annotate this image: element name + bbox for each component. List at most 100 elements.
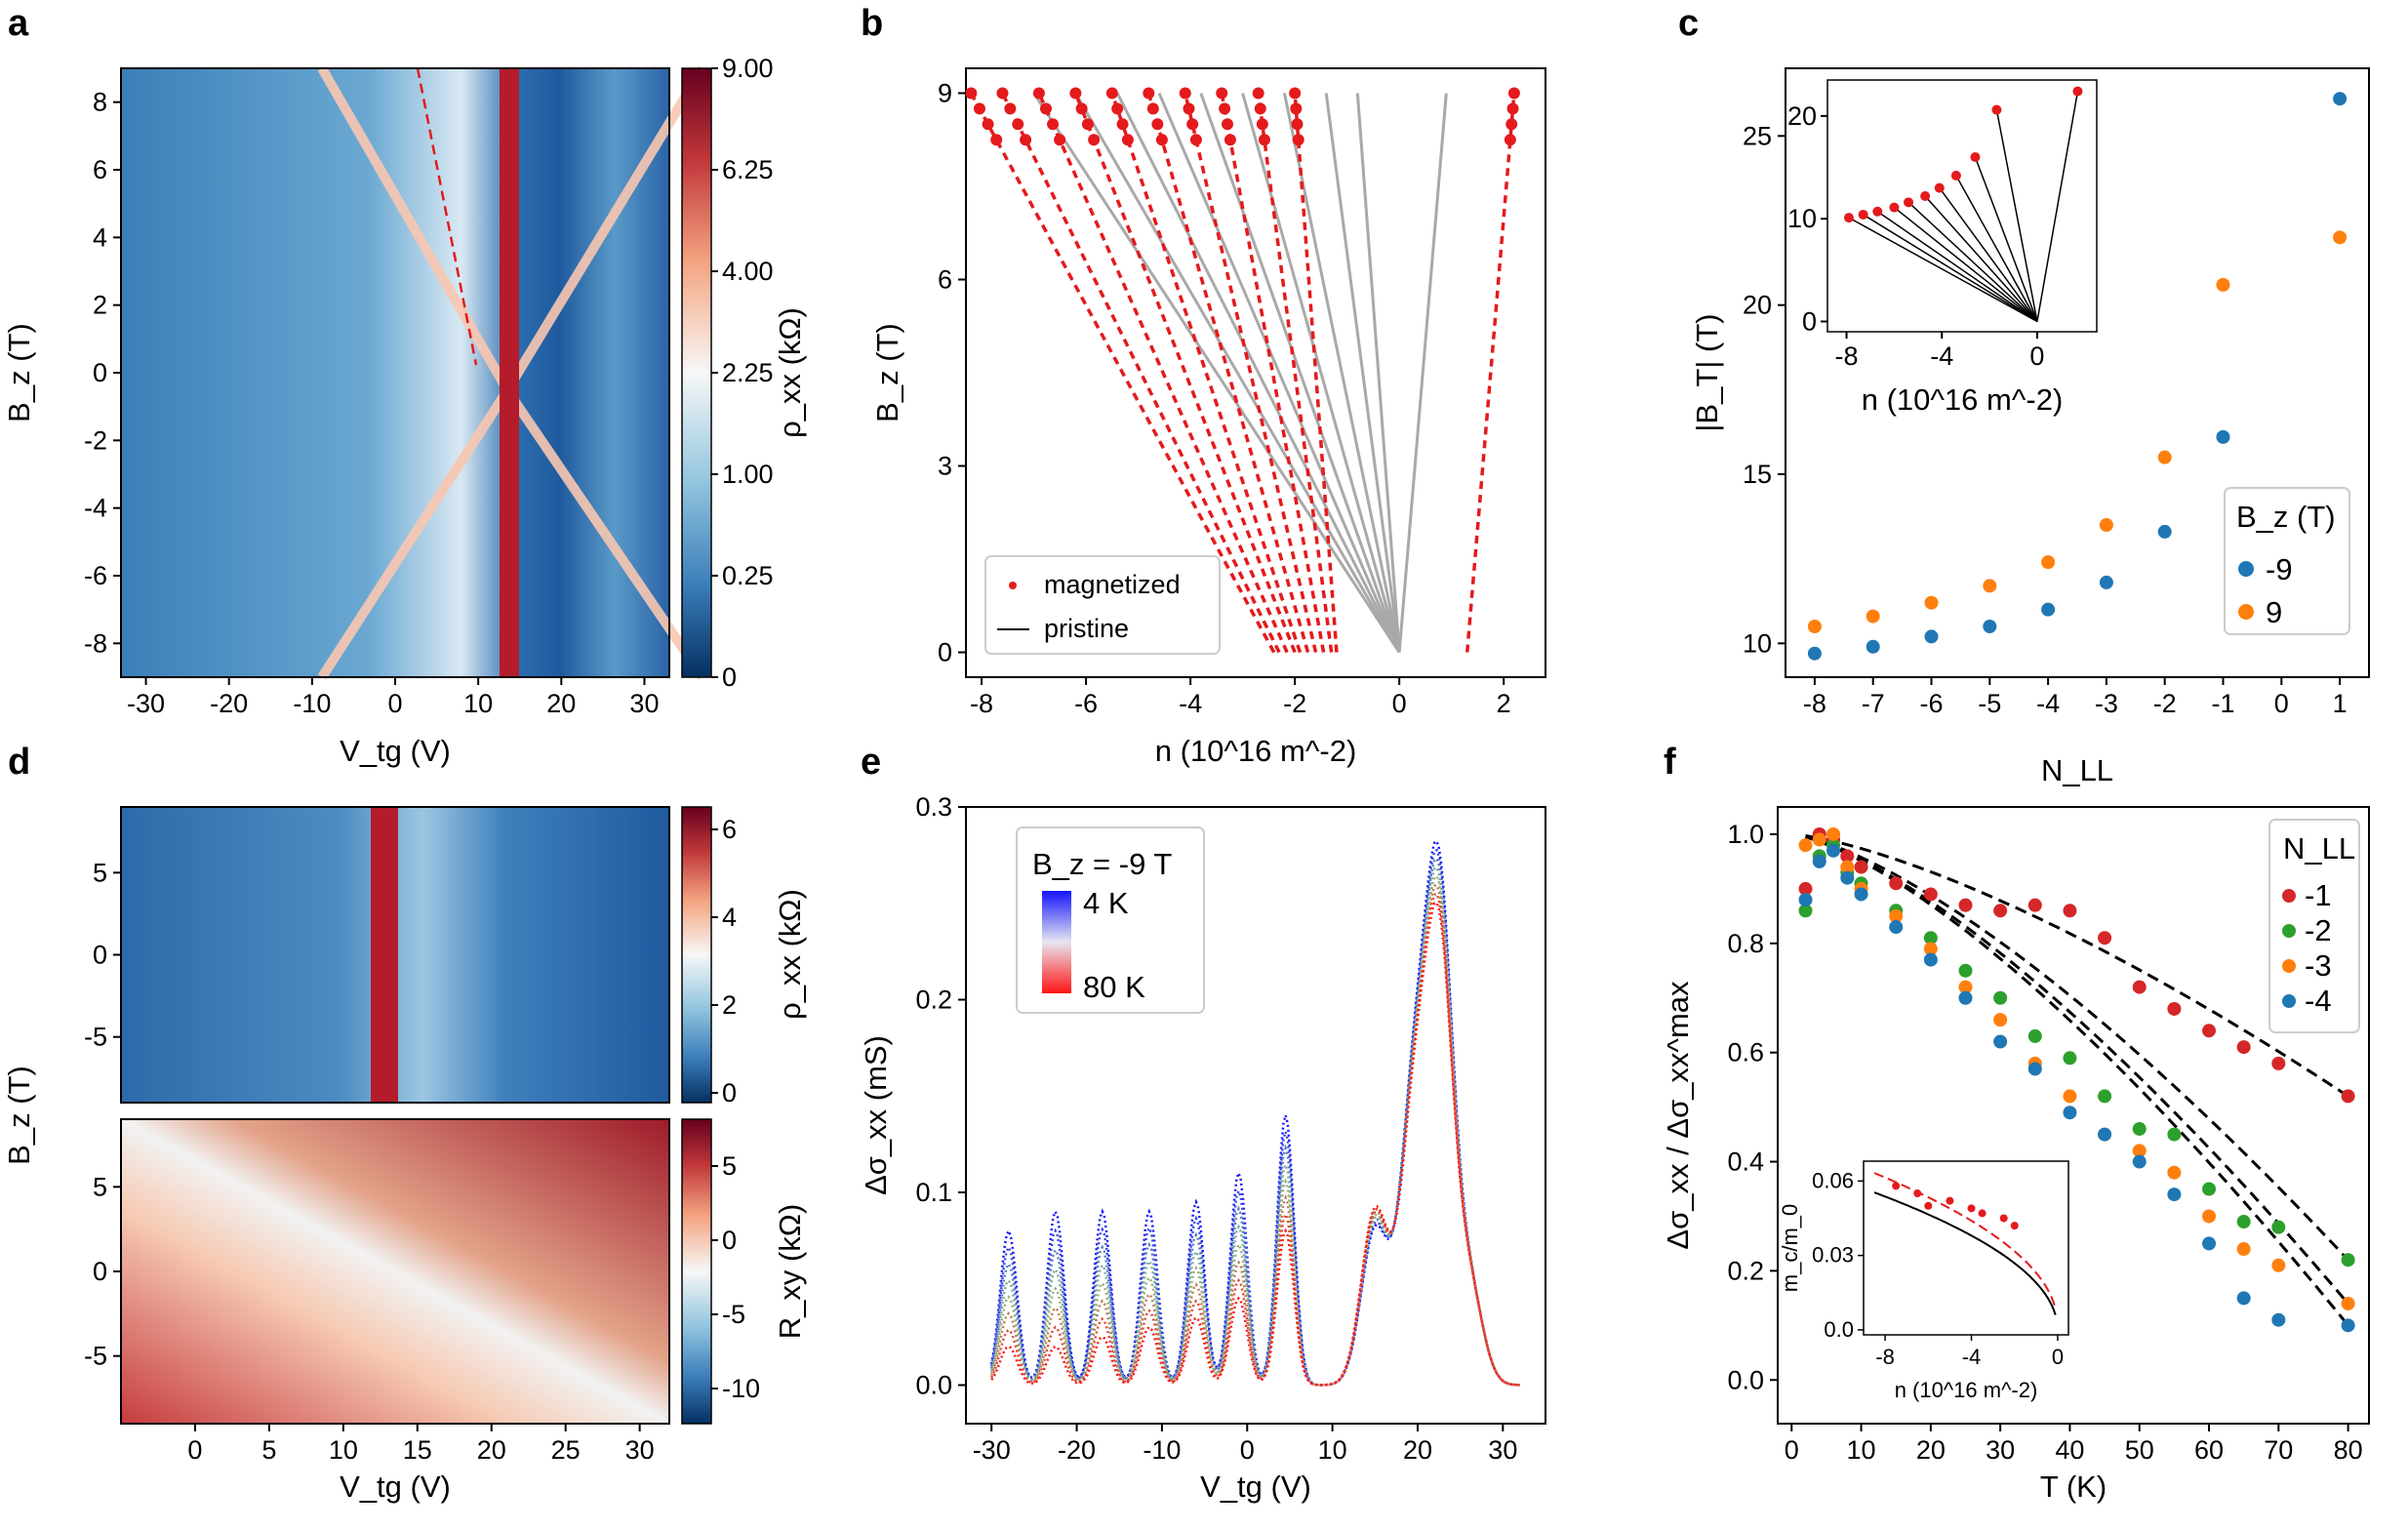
panel-c-points bbox=[1807, 92, 2348, 661]
inset-line bbox=[1848, 217, 2038, 323]
inset-point bbox=[1934, 182, 1945, 193]
pristine-line bbox=[1157, 92, 1401, 654]
legend-pristine-label: pristine bbox=[1044, 614, 1129, 643]
y-tick-label: 0.0 bbox=[915, 1371, 952, 1400]
inset-ticks: -8 -4 0 0 10 20 bbox=[1787, 101, 2045, 371]
data-point bbox=[1958, 963, 1973, 978]
magnetized-point bbox=[1143, 87, 1155, 100]
legend-title: B_z = -9 T bbox=[1032, 847, 1172, 881]
data-point bbox=[2167, 1188, 2182, 1202]
panel-f-xlabel: T (K) bbox=[2040, 1470, 2107, 1504]
inset-x-tick-label: 0 bbox=[2029, 342, 2044, 371]
y-tick-label: -5 bbox=[84, 1023, 107, 1052]
x-tick-label: -1 bbox=[2211, 689, 2234, 718]
magnetized-point bbox=[1004, 102, 1017, 115]
magnetized-point bbox=[1039, 102, 1052, 115]
data-point bbox=[2157, 450, 2172, 464]
y-tick-label: 6 bbox=[938, 264, 952, 294]
panel-c-x-ticks: -8 -7 -6 -5 -4 -3 -2 -1 0 1 bbox=[1803, 677, 2348, 718]
legend-label: -4 bbox=[2305, 984, 2332, 1018]
data-point bbox=[1866, 639, 1880, 654]
magnetized-line bbox=[1073, 92, 1297, 654]
y-tick-label: 0.0 bbox=[1727, 1365, 1764, 1394]
x-tick-label: 20 bbox=[1916, 1435, 1946, 1465]
magnetized-line bbox=[1293, 93, 1339, 653]
data-point bbox=[1840, 860, 1855, 874]
data-point bbox=[1993, 1013, 2008, 1027]
colorbar-tick-label: 0 bbox=[722, 1226, 737, 1255]
y-tick-label: -5 bbox=[84, 1342, 107, 1371]
y-tick-label: 10 bbox=[1743, 628, 1772, 658]
data-point bbox=[2132, 980, 2147, 994]
data-point bbox=[1993, 990, 2008, 1005]
x-tick-label: 30 bbox=[1488, 1435, 1517, 1465]
inset-point bbox=[1920, 190, 1931, 201]
x-tick-label: -10 bbox=[1143, 1435, 1181, 1465]
inset-point bbox=[1913, 1189, 1922, 1198]
panel-d-colorbar-top bbox=[681, 806, 712, 1104]
data-point bbox=[1923, 942, 1938, 956]
inset-point bbox=[1946, 1196, 1954, 1205]
x-tick-label: 30 bbox=[1986, 1435, 2015, 1465]
magnetized-point bbox=[1504, 134, 1516, 146]
x-tick-label: 15 bbox=[403, 1435, 432, 1465]
x-tick-label: 30 bbox=[625, 1435, 655, 1465]
panel-f-ylabel: Δσ_xx / Δσ_xx^max bbox=[1661, 981, 1695, 1250]
data-point bbox=[2236, 1215, 2251, 1229]
panel-f-points bbox=[1798, 826, 2355, 1333]
inset-point bbox=[1889, 202, 1900, 213]
magnetized-point bbox=[1047, 118, 1060, 131]
colorbar-tick-label: 2 bbox=[722, 990, 737, 1020]
data-point bbox=[2341, 1253, 2355, 1268]
magnetized-point bbox=[1179, 87, 1191, 100]
inset-line bbox=[1995, 109, 2038, 322]
inset-line bbox=[2036, 91, 2079, 322]
pristine-line bbox=[1199, 92, 1401, 654]
inset-x-tick-label: -4 bbox=[1930, 342, 1953, 371]
inset-point bbox=[1950, 170, 1961, 181]
magnetized-point bbox=[990, 134, 1003, 146]
legend-box bbox=[2224, 487, 2350, 635]
legend-colorbar bbox=[1042, 891, 1071, 993]
panel-b-x-ticks: -8 -6 -4 -2 0 2 bbox=[970, 677, 1511, 718]
panel-f-y-ticks: 0.0 0.2 0.4 0.6 0.8 1.0 bbox=[1727, 820, 1778, 1394]
data-point bbox=[2236, 1291, 2251, 1306]
magnetized-point bbox=[1254, 102, 1266, 115]
data-point bbox=[2202, 1236, 2217, 1251]
y-tick-label: 1.0 bbox=[1727, 820, 1764, 849]
panel-c-y-ticks: 10 15 20 25 bbox=[1743, 121, 1786, 658]
data-point bbox=[2027, 1062, 2042, 1076]
panel-e-y-ticks: 0.0 0.1 0.2 0.3 bbox=[915, 792, 966, 1400]
x-tick-label: 0 bbox=[1392, 689, 1407, 718]
panel-a-x-ticks: -30 -20 -10 0 10 20 30 bbox=[127, 677, 659, 718]
panel-f-legend: N_LL -1-2-3-4 bbox=[2268, 819, 2360, 1033]
data-point bbox=[2027, 1028, 2042, 1043]
data-point bbox=[2202, 1024, 2217, 1038]
inset-line bbox=[1863, 214, 2038, 323]
data-point bbox=[2167, 1165, 2182, 1180]
inset-line bbox=[1876, 211, 2038, 323]
y-tick-label: 25 bbox=[1743, 121, 1772, 150]
data-point bbox=[2132, 1144, 2147, 1158]
legend-marker-neg9 bbox=[2238, 561, 2254, 577]
data-point bbox=[2341, 1318, 2355, 1333]
inset-content: -8 -4 0 0.0 0.03 0.06 bbox=[1812, 1168, 2064, 1369]
y-tick-label: 5 bbox=[93, 1172, 107, 1201]
data-point bbox=[1854, 860, 1868, 874]
colorbar-tick-label: -5 bbox=[722, 1300, 745, 1329]
panel-c-ylabel: |B_T| (T) bbox=[1690, 313, 1724, 431]
data-point bbox=[2063, 1106, 2077, 1120]
data-point bbox=[1889, 920, 1904, 935]
data-point bbox=[1993, 904, 2008, 918]
legend-label: -2 bbox=[2305, 913, 2332, 947]
y-tick-label: 0.6 bbox=[1727, 1038, 1764, 1067]
panel-d-label: d bbox=[8, 742, 30, 783]
panel-c-label: c bbox=[1678, 3, 1699, 44]
panel-a-heatmap bbox=[121, 68, 669, 677]
pristine-line bbox=[1241, 93, 1401, 653]
data-point bbox=[1958, 990, 1973, 1005]
inset-ylabel: m_c/m_0 bbox=[1778, 1204, 1802, 1292]
inset-x-tick-label: -4 bbox=[1962, 1345, 1982, 1369]
data-point bbox=[1983, 620, 1997, 633]
